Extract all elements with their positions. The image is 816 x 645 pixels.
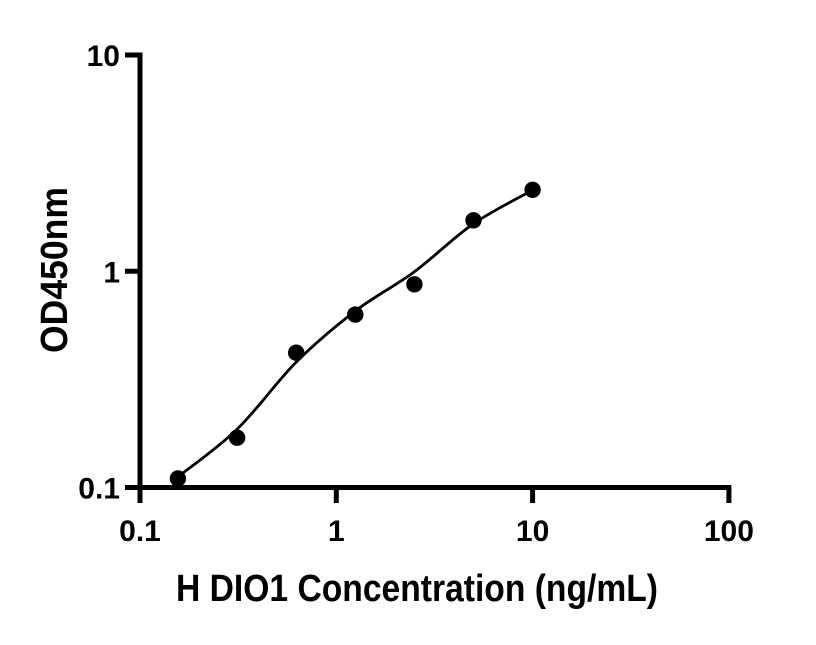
data-point xyxy=(288,344,305,361)
y-axis-title: OD450nm xyxy=(34,187,76,353)
x-tick-label: 1 xyxy=(328,515,345,548)
data-point xyxy=(406,276,423,293)
y-tick-label: 10 xyxy=(87,40,120,73)
data-point xyxy=(169,470,187,487)
x-tick-label: 10 xyxy=(516,515,549,548)
data-point xyxy=(228,429,246,446)
data-point xyxy=(465,212,482,229)
x-tick-label: 0.1 xyxy=(119,515,161,548)
data-point xyxy=(524,181,541,198)
y-tick-label: 0.1 xyxy=(78,473,120,506)
x-axis-title: H DIO1 Concentration (ng/mL) xyxy=(176,568,658,610)
x-tick-label: 100 xyxy=(704,515,754,548)
y-tick-label: 1 xyxy=(103,256,120,289)
axes: 0.1 1 10 100 0.1 1 10 xyxy=(78,40,754,548)
data-point xyxy=(347,306,364,323)
series xyxy=(169,181,541,487)
